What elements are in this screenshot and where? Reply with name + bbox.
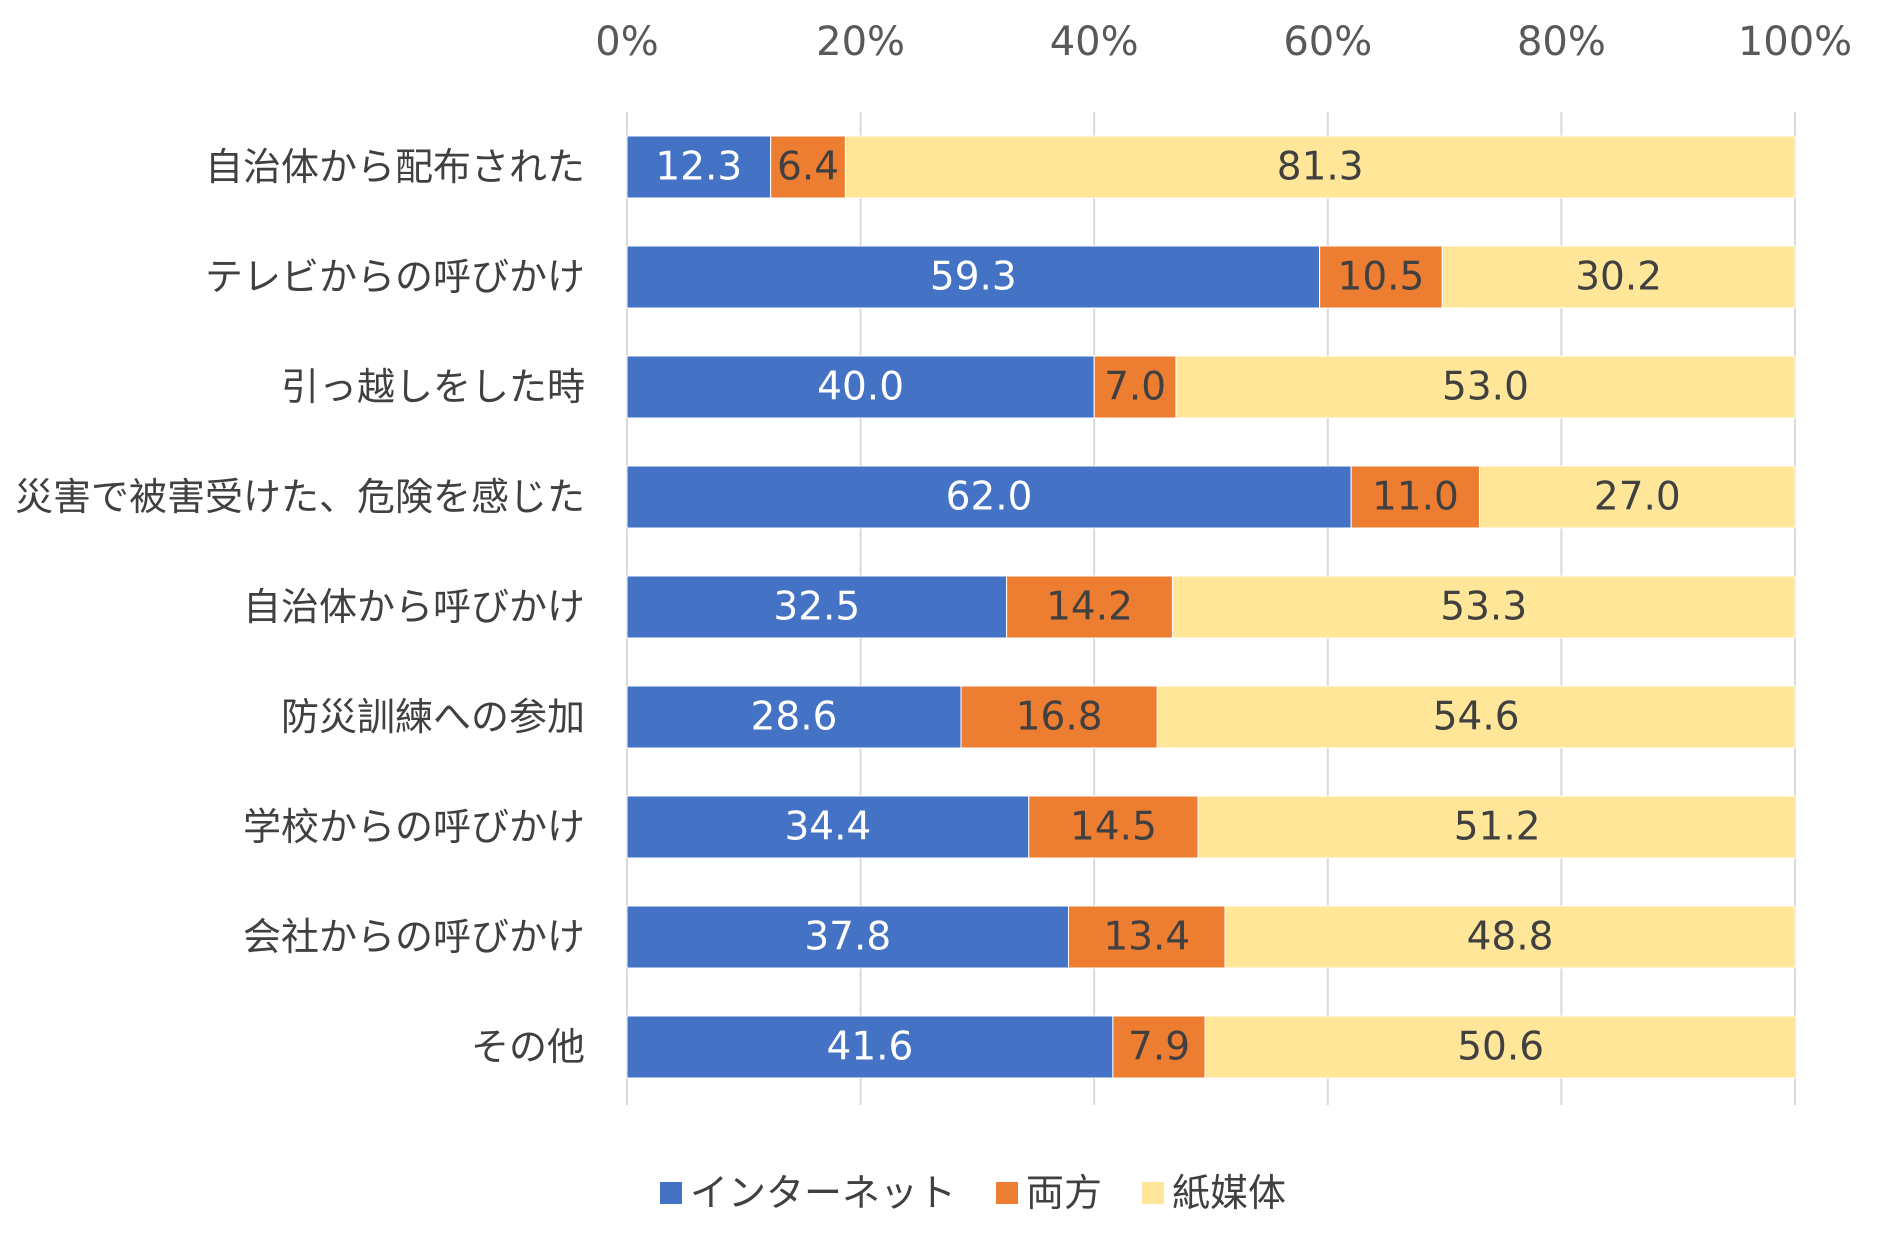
data-label: 30.2 bbox=[1575, 255, 1662, 300]
bar-segment bbox=[1093, 355, 1177, 419]
bar-segment bbox=[1197, 795, 1797, 859]
bar-segment bbox=[1204, 1015, 1797, 1079]
legend-swatch bbox=[996, 1182, 1019, 1204]
legend-label: 両方 bbox=[1026, 1171, 1102, 1215]
bar-segment bbox=[626, 465, 1352, 529]
x-tick-label: 100% bbox=[1738, 19, 1852, 65]
x-tick-label: 60% bbox=[1283, 19, 1372, 65]
data-label: 37.8 bbox=[804, 915, 891, 960]
data-label: 81.3 bbox=[1277, 145, 1364, 190]
category-label: その他 bbox=[471, 1025, 585, 1069]
data-label: 11.0 bbox=[1372, 475, 1459, 520]
bar-segment bbox=[1319, 245, 1443, 309]
category-labels: 自治体から配布されたテレビからの呼びかけ引っ越しをした時災害で被害受けた、危険を… bbox=[15, 145, 585, 1069]
bar-segment bbox=[626, 1015, 1114, 1079]
bar-segment bbox=[1112, 1015, 1206, 1079]
category-label: テレビからの呼びかけ bbox=[205, 255, 585, 299]
data-label: 34.4 bbox=[784, 805, 871, 850]
data-label: 7.0 bbox=[1104, 365, 1166, 410]
bar-segment bbox=[626, 135, 772, 199]
data-label: 50.6 bbox=[1457, 1025, 1544, 1070]
x-axis-ticks: 0% 20% 40% 60% 80% 100% bbox=[595, 19, 1852, 65]
bar-segment bbox=[1441, 245, 1796, 309]
x-tick-label: 80% bbox=[1517, 19, 1606, 65]
data-label: 51.2 bbox=[1454, 805, 1541, 850]
bar-segment bbox=[1350, 465, 1481, 529]
category-label: 学校からの呼びかけ bbox=[243, 805, 585, 849]
data-label: 13.4 bbox=[1103, 915, 1190, 960]
bar-segment bbox=[626, 575, 1008, 639]
legend-swatch bbox=[1142, 1182, 1165, 1204]
legend-swatch bbox=[660, 1182, 682, 1204]
data-label: 48.8 bbox=[1467, 915, 1554, 960]
bar-segment bbox=[1006, 575, 1173, 639]
category-label: 災害で被害受けた、危険を感じた bbox=[15, 475, 585, 519]
bar-segment bbox=[626, 355, 1095, 419]
bar-segment bbox=[1479, 465, 1796, 529]
category-label: 自治体から呼びかけ bbox=[243, 585, 585, 629]
x-tick-label: 0% bbox=[595, 19, 658, 65]
data-label: 41.6 bbox=[827, 1025, 914, 1070]
data-label: 14.2 bbox=[1046, 585, 1133, 630]
legend-label: インターネット bbox=[690, 1171, 956, 1215]
data-label: 14.5 bbox=[1070, 805, 1157, 850]
data-label: 40.0 bbox=[817, 365, 904, 410]
category-label: 防災訓練への参加 bbox=[281, 695, 585, 739]
data-label: 53.3 bbox=[1440, 585, 1527, 630]
data-label: 27.0 bbox=[1594, 475, 1681, 520]
data-label: 59.3 bbox=[930, 255, 1017, 300]
bar-segment bbox=[1068, 905, 1226, 969]
data-label: 12.3 bbox=[655, 145, 742, 190]
bar-segment bbox=[1156, 685, 1796, 749]
data-label: 62.0 bbox=[946, 475, 1033, 520]
data-label: 7.9 bbox=[1128, 1025, 1190, 1070]
legend-label: 紙媒体 bbox=[1172, 1171, 1286, 1215]
bar-segment bbox=[960, 685, 1158, 749]
x-tick-label: 40% bbox=[1050, 19, 1139, 65]
category-label: 会社からの呼びかけ bbox=[243, 915, 585, 959]
category-label: 引っ越しをした時 bbox=[281, 365, 585, 409]
x-tick-label: 20% bbox=[816, 19, 905, 65]
data-label: 53.0 bbox=[1442, 365, 1529, 410]
data-labels: 12.3 6.4 81.3 59.3 10.5 30.2 40.0 7.0 53.0 62.0 11… bbox=[655, 145, 1680, 1070]
legend: インターネット 両方 紙媒体 bbox=[660, 1171, 1286, 1215]
data-label: 54.6 bbox=[1433, 695, 1520, 740]
bars bbox=[626, 135, 1797, 1079]
bar-segment bbox=[1224, 905, 1796, 969]
category-label: 自治体から配布された bbox=[205, 145, 585, 189]
data-label: 16.8 bbox=[1016, 695, 1103, 740]
bar-segment bbox=[1171, 575, 1796, 639]
data-label: 32.5 bbox=[773, 585, 860, 630]
bar-segment bbox=[1175, 355, 1796, 419]
data-label: 6.4 bbox=[777, 145, 839, 190]
data-label: 28.6 bbox=[751, 695, 838, 740]
bar-segment bbox=[626, 245, 1321, 309]
bar-segment bbox=[844, 135, 1796, 199]
data-label: 10.5 bbox=[1338, 255, 1425, 300]
